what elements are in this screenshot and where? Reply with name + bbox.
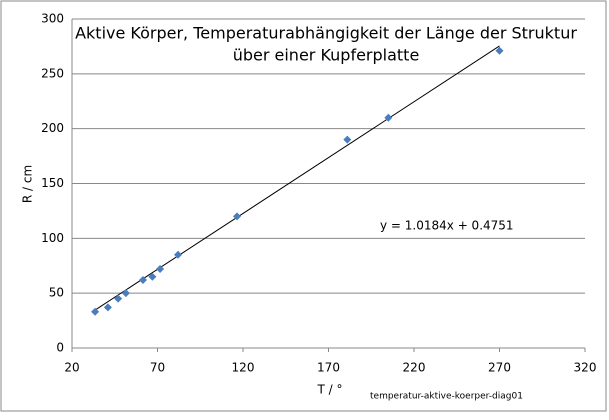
x-tick-label: 20 xyxy=(64,361,79,375)
data-point xyxy=(233,212,242,221)
x-tick-label: 120 xyxy=(232,361,255,375)
data-point xyxy=(148,272,157,281)
data-point xyxy=(384,113,393,122)
y-axis-label: R / cm xyxy=(21,165,35,203)
data-point xyxy=(114,294,123,303)
data-point xyxy=(156,265,165,274)
chart-title: Aktive Körper, Temperaturabhängigkeit de… xyxy=(75,24,577,43)
y-tick-label: 200 xyxy=(41,121,64,135)
data-point xyxy=(138,276,147,285)
trendline-label: y = 1.0184x + 0.4751 xyxy=(380,219,514,233)
data-point xyxy=(121,289,130,298)
y-tick-label: 150 xyxy=(41,176,64,190)
trendline xyxy=(94,45,500,311)
data-point xyxy=(495,46,504,55)
x-tick-label: 270 xyxy=(488,361,511,375)
data-point xyxy=(91,307,100,316)
data-point xyxy=(174,250,183,259)
y-tick-label: 250 xyxy=(41,66,64,80)
y-tick-label: 100 xyxy=(41,231,64,245)
y-tick-label: 50 xyxy=(49,286,64,300)
footnote: temperatur-aktive-koerper-diag01 xyxy=(370,392,523,402)
x-tick-label: 320 xyxy=(574,361,597,375)
x-tick-label: 170 xyxy=(317,361,340,375)
x-tick-label: 70 xyxy=(150,361,165,375)
data-point xyxy=(343,135,352,144)
x-axis-label: T / ° xyxy=(316,383,342,397)
data-point xyxy=(103,303,112,312)
y-tick-label: 300 xyxy=(41,12,64,26)
chart-title: über einer Kupferplatte xyxy=(233,46,420,65)
y-tick-label: 0 xyxy=(56,341,64,355)
chart-frame xyxy=(0,0,607,412)
x-tick-label: 220 xyxy=(403,361,426,375)
